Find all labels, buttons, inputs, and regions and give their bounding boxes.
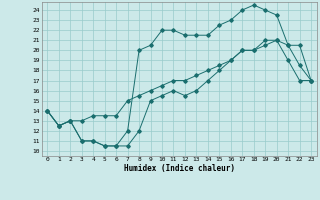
X-axis label: Humidex (Indice chaleur): Humidex (Indice chaleur): [124, 164, 235, 173]
